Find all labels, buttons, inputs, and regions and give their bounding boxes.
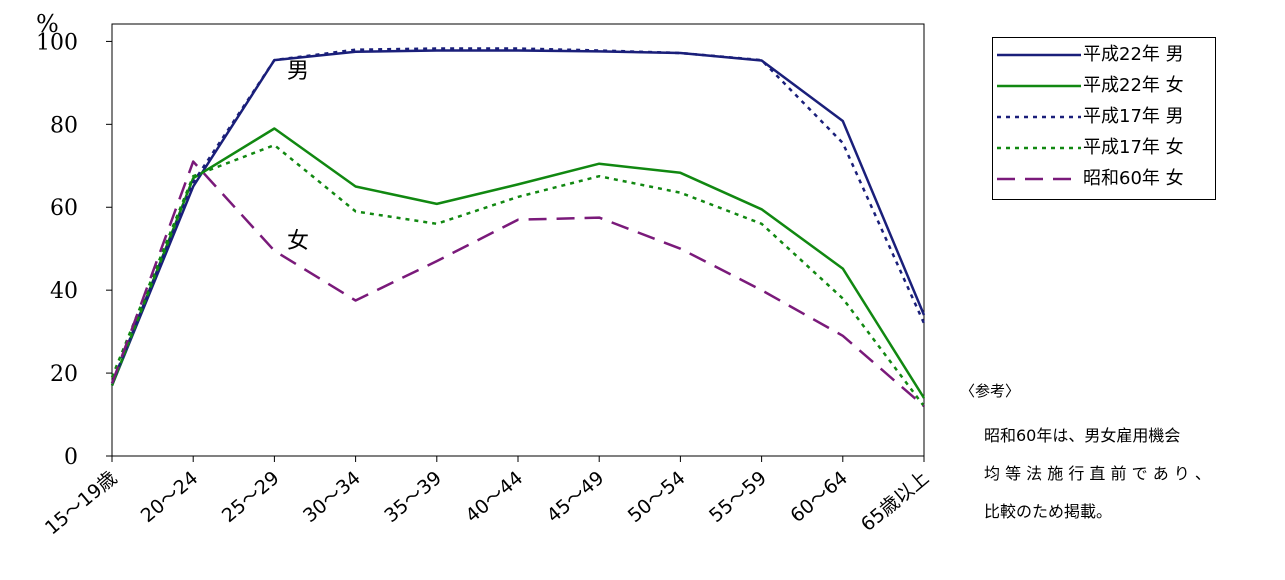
y-tick-label: 20 [50, 362, 78, 387]
x-tick-label: 40～44 [461, 467, 527, 527]
legend-swatch [997, 115, 1081, 119]
series-annotation: 男 [287, 59, 309, 84]
legend-item: 平成17年 男 [993, 105, 1217, 129]
y-tick-label: 80 [50, 113, 78, 138]
legend-label: 平成17年 女 [1083, 137, 1184, 158]
chart-legend: 平成22年 男 平成22年 女 平成17年 男 平成17年 女 昭和60年 女 [992, 37, 1216, 200]
y-axis-label: % [36, 10, 59, 38]
x-tick-label: 30～34 [299, 467, 365, 527]
legend-item: 平成22年 男 [993, 43, 1217, 67]
reference-note-line: 均 等 法 施 行 直 前 で あ り 、 [984, 464, 1211, 483]
x-tick-label: 60～64 [786, 467, 852, 527]
x-tick-label: 35～39 [380, 467, 446, 527]
legend-swatch [997, 53, 1081, 57]
chart-series-layer [110, 47, 926, 408]
chart-axes [106, 23, 925, 462]
series-line [110, 160, 925, 408]
y-tick-label: 40 [50, 279, 78, 304]
legend-swatch [997, 84, 1081, 88]
legend-item: 平成17年 女 [993, 136, 1217, 160]
x-tick-label: 25～29 [218, 467, 284, 527]
series-line [110, 49, 926, 386]
legend-label: 平成22年 女 [1083, 75, 1184, 96]
legend-label: 平成17年 男 [1083, 106, 1184, 127]
legend-swatch [997, 146, 1081, 150]
legend-swatch [997, 177, 1081, 181]
y-tick-label: 0 [64, 445, 78, 470]
series-annotation: 女 [287, 229, 309, 254]
x-tick-label: 50～54 [624, 467, 690, 527]
x-tick-label: 15～19歳 [41, 467, 121, 539]
legend-item: 昭和60年 女 [993, 167, 1217, 191]
y-tick-label: 100 [36, 30, 78, 55]
x-tick-label: 55～59 [705, 467, 771, 527]
x-tick-label: 20～24 [137, 467, 203, 527]
x-tick-label: 65歳以上 [857, 467, 933, 536]
series-line [110, 127, 926, 399]
series-line [110, 143, 925, 407]
legend-item: 平成22年 女 [993, 74, 1217, 98]
x-tick-label: 45～49 [543, 467, 609, 527]
reference-note-title: 〈参考〉 [960, 382, 1021, 400]
legend-label: 平成22年 男 [1083, 44, 1184, 65]
legend-label: 昭和60年 女 [1083, 168, 1184, 189]
series-line [110, 47, 926, 384]
reference-note-line: 昭和60年は、男女雇用機会 [984, 426, 1181, 445]
y-tick-label: 60 [50, 196, 78, 221]
reference-note-line: 比較のため掲載。 [984, 502, 1113, 521]
